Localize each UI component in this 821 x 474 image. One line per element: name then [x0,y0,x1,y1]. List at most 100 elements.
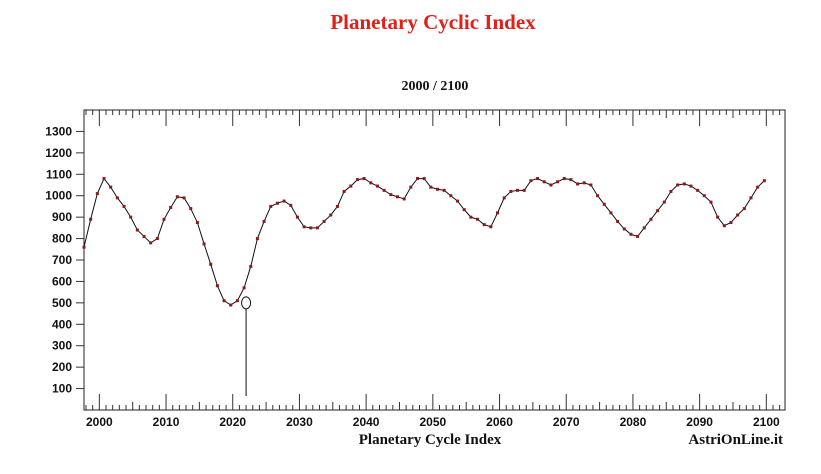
data-point [309,226,313,230]
highlight-marker [241,296,252,396]
data-point [516,188,520,192]
data-point [529,179,533,183]
data-point [95,192,99,196]
data-point [509,189,513,193]
data-point [82,245,86,249]
data-point [676,183,680,187]
data-point [282,199,286,203]
data-point [395,195,399,199]
data-point [215,284,219,288]
data-point [462,208,466,212]
data-point [122,204,126,208]
data-point [476,217,480,221]
plot-border [83,109,786,411]
data-point [422,177,426,181]
data-point [602,202,606,206]
data-point [762,179,766,183]
data-point [149,241,153,245]
data-point [295,215,299,219]
data-point [235,299,239,303]
data-point [109,185,113,189]
data-point [449,194,453,198]
data-point [289,203,293,207]
data-point [709,200,713,204]
data-point [662,200,666,204]
data-point [255,237,259,241]
data-point [142,234,146,238]
series-line [83,177,765,306]
data-point [696,188,700,192]
data-point [482,223,486,227]
data-point [582,181,586,185]
y-tick-label: 1100 [46,167,72,181]
data-point [729,221,733,224]
data-point [349,184,353,188]
data-point [155,237,159,241]
x-tick-label: 2010 [153,415,180,429]
data-point [102,177,106,181]
data-point [622,227,626,231]
data-point [409,185,413,189]
data-point [489,225,493,229]
data-point [569,178,573,182]
x-tick-label: 2040 [353,415,380,429]
data-point [135,228,139,232]
data-point [442,188,446,192]
data-point [209,262,213,266]
data-point [249,264,253,268]
x-tick-label: 2050 [419,415,446,429]
data-point [502,196,506,200]
data-point [496,211,500,215]
data-point [562,177,566,181]
data-point [469,215,473,219]
x-tick-labels: 2000 2010 2020 2030 2040 2050 2060 2070 2080 2090… [86,415,780,429]
data-point [429,185,433,189]
data-point [689,184,693,188]
y-tick-label: 600 [52,274,72,288]
data-point [669,189,673,193]
data-point [415,177,419,181]
y-tick-label: 1000 [45,189,72,203]
data-point [609,211,613,215]
data-point [456,199,460,203]
y-tick-labels: 100 200 300 400 500 600 700 800 900 1000 1100 1200 1… [45,124,72,395]
data-point [315,226,319,230]
series-path [83,177,765,306]
data-point [229,303,233,307]
x-tick-label: 2080 [620,415,647,429]
x-tick-label: 2030 [286,415,313,429]
y-tick-label: 100 [52,382,72,396]
data-point [749,196,753,200]
data-point [722,224,726,228]
data-point [355,178,359,182]
data-point [649,217,653,221]
data-point [129,215,133,219]
data-point [716,215,720,219]
data-point [629,232,633,236]
data-point [189,207,193,211]
data-point [742,207,746,211]
data-point [242,286,246,290]
data-point [736,213,740,217]
data-point [322,219,326,223]
data-point [175,195,179,199]
data-point [656,209,660,213]
data-point [642,226,646,230]
data-point [369,181,373,185]
data-point [222,299,226,303]
data-point [402,197,406,201]
source-credit: AstriOnLine.it [688,432,783,448]
x-tick-label: 2090 [686,415,713,429]
x-tick-label: 2100 [753,415,780,429]
data-point [162,217,166,221]
data-point [556,180,560,184]
data-point [342,189,346,193]
x-tick-label: 2020 [219,415,246,429]
data-point [596,194,600,198]
data-point [549,183,553,187]
data-point [756,185,760,189]
chart-subtitle: 2000 / 2100 [401,79,469,94]
chart-title: Planetary Cyclic Index [330,10,536,34]
data-point [329,213,333,217]
data-point [89,217,93,221]
